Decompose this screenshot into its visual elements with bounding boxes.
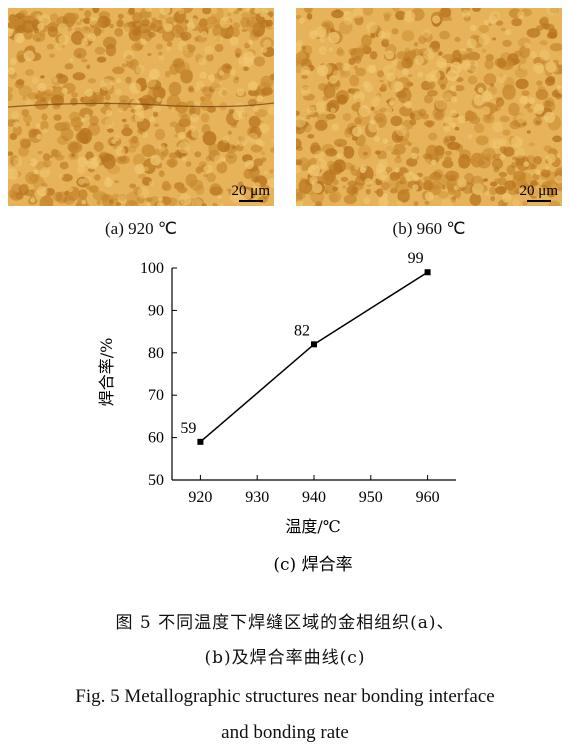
- data-point: [197, 438, 204, 445]
- x-tick-label: 940: [302, 489, 326, 506]
- series-line: [199, 271, 429, 443]
- x-tick-label: 930: [245, 489, 269, 506]
- y-axis-label: 焊合率/%: [97, 338, 116, 407]
- micrograph-b: 20 μm: [296, 8, 562, 206]
- y-tick-label: 50: [148, 472, 164, 489]
- chart-axes: [171, 268, 456, 481]
- x-tick-label: 960: [416, 489, 440, 506]
- figure-caption-cn-line2: (b)及焊合率曲线(c): [204, 648, 366, 668]
- x-axis-label: 温度/℃: [285, 517, 340, 536]
- figure-caption-en-line1: Fig. 5 Metallographic structures near bo…: [75, 686, 495, 707]
- caption-b: (b) 960 ℃: [392, 219, 466, 238]
- bonding-rate-chart: 920 930 940 950 960 50 60 70 80 90 100 59 82 99 温度/℃…: [97, 250, 456, 575]
- scale-bar-a: 20 μm: [232, 184, 270, 202]
- scale-line-b: [526, 200, 551, 202]
- scale-bar-b: 20 μm: [520, 184, 558, 202]
- data-point: [424, 269, 431, 276]
- data-point: [311, 341, 317, 348]
- data-label: 99: [408, 250, 424, 267]
- figure-caption-en-line2: and bonding rate: [221, 722, 349, 743]
- y-tick-label: 70: [148, 387, 164, 404]
- x-tick-label: 920: [188, 489, 212, 506]
- figure-caption-cn-line1: 图 5 不同温度下焊缝区域的金相组织(a)、: [115, 613, 455, 633]
- y-tick-label: 80: [148, 345, 164, 362]
- data-label: 59: [180, 420, 196, 437]
- scale-line-a: [238, 200, 263, 202]
- chart-series: 59 82 99: [180, 250, 431, 445]
- chart-ticks: 920 930 940 950 960 50 60 70 80 90 100: [140, 260, 440, 506]
- chart-caption: (c) 焊合率: [273, 555, 352, 575]
- scale-label-a: 20 μm: [231, 183, 270, 199]
- scale-label-b: 20 μm: [519, 183, 558, 199]
- y-tick-label: 90: [148, 302, 164, 319]
- x-tick-label: 950: [359, 489, 383, 506]
- micrograph-a: 20 μm: [8, 8, 274, 206]
- data-label: 82: [294, 322, 310, 339]
- caption-a: (a) 920 ℃: [105, 219, 177, 238]
- y-tick-label: 100: [140, 260, 164, 277]
- y-tick-label: 60: [148, 430, 164, 447]
- micrograph-b-texture: [296, 8, 562, 206]
- micrograph-a-texture: [8, 8, 274, 206]
